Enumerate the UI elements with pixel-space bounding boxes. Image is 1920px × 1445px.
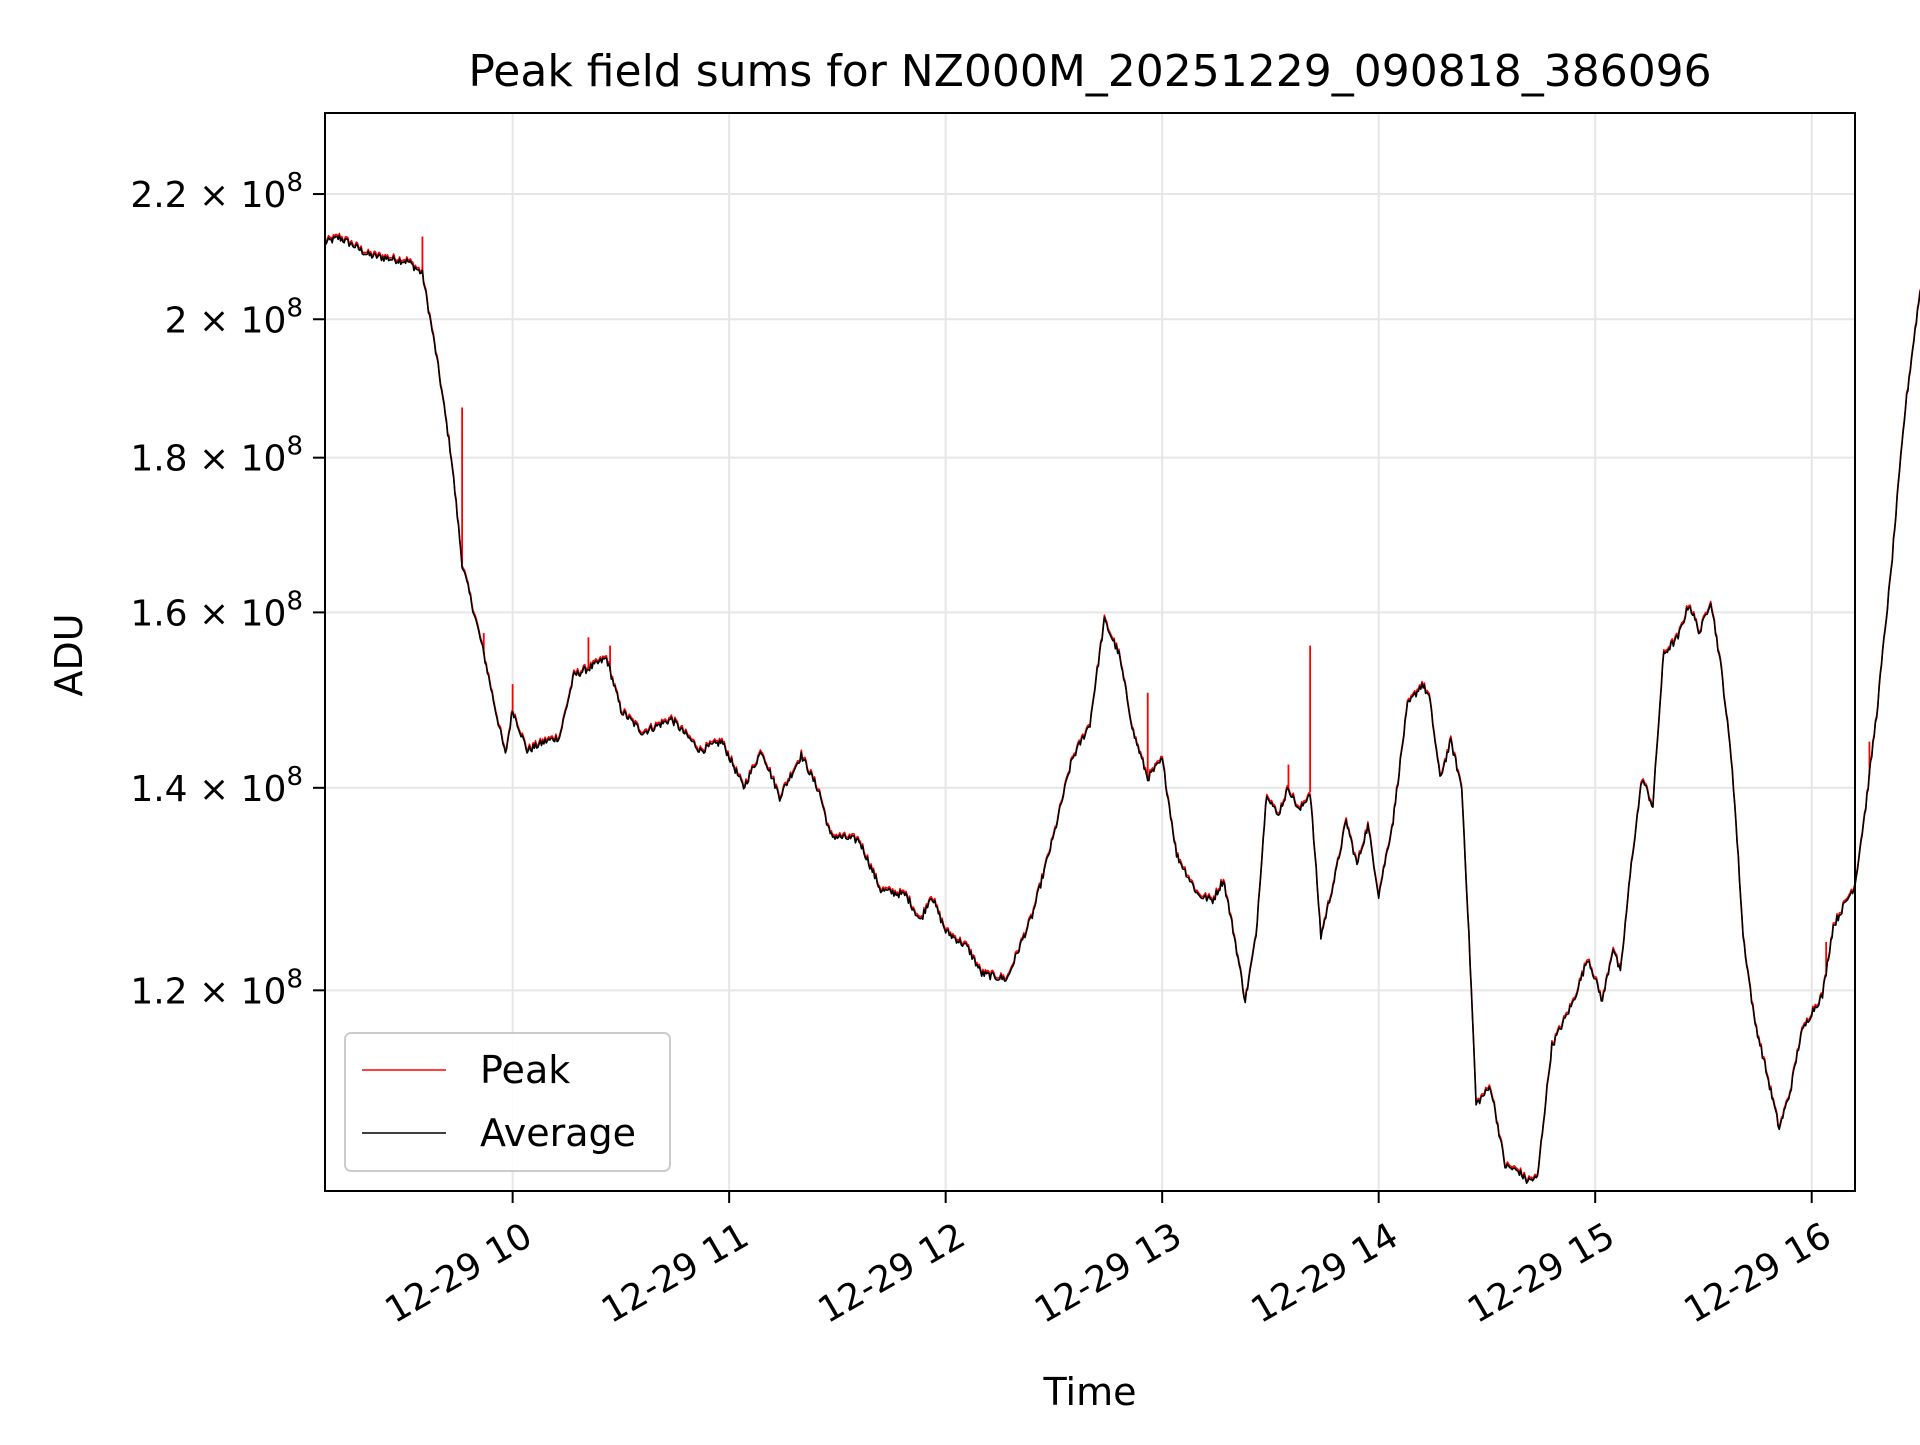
legend-label-peak: Peak	[480, 1048, 570, 1092]
x-axis-title: Time	[1043, 1370, 1137, 1414]
series-line-average	[324, 234, 1920, 1184]
y-tick-label: 2 × 108	[165, 293, 303, 341]
y-tick-label: 1.6 × 108	[130, 586, 303, 634]
y-tick-label: 2.2 × 108	[130, 168, 303, 216]
y-tick-label: 1.2 × 108	[130, 964, 303, 1012]
legend-label-average: Average	[480, 1111, 636, 1155]
chart-title: Peak field sums for NZ000M_20251229_0908…	[468, 46, 1711, 97]
grid-lines	[325, 113, 1855, 1191]
legend-box	[344, 1032, 671, 1172]
y-tick-label: 1.4 × 108	[130, 762, 303, 810]
y-axis-title: ADU	[47, 613, 91, 696]
y-axis: 1.2 × 108 1.4 × 108 1.6 × 108 1.8 × 108 2 × …	[130, 168, 325, 1012]
legend: Peak Average	[344, 1032, 671, 1172]
plot-frame	[324, 112, 1856, 1192]
plot-series	[324, 232, 1920, 1184]
y-tick-label: 1.8 × 108	[130, 432, 303, 480]
